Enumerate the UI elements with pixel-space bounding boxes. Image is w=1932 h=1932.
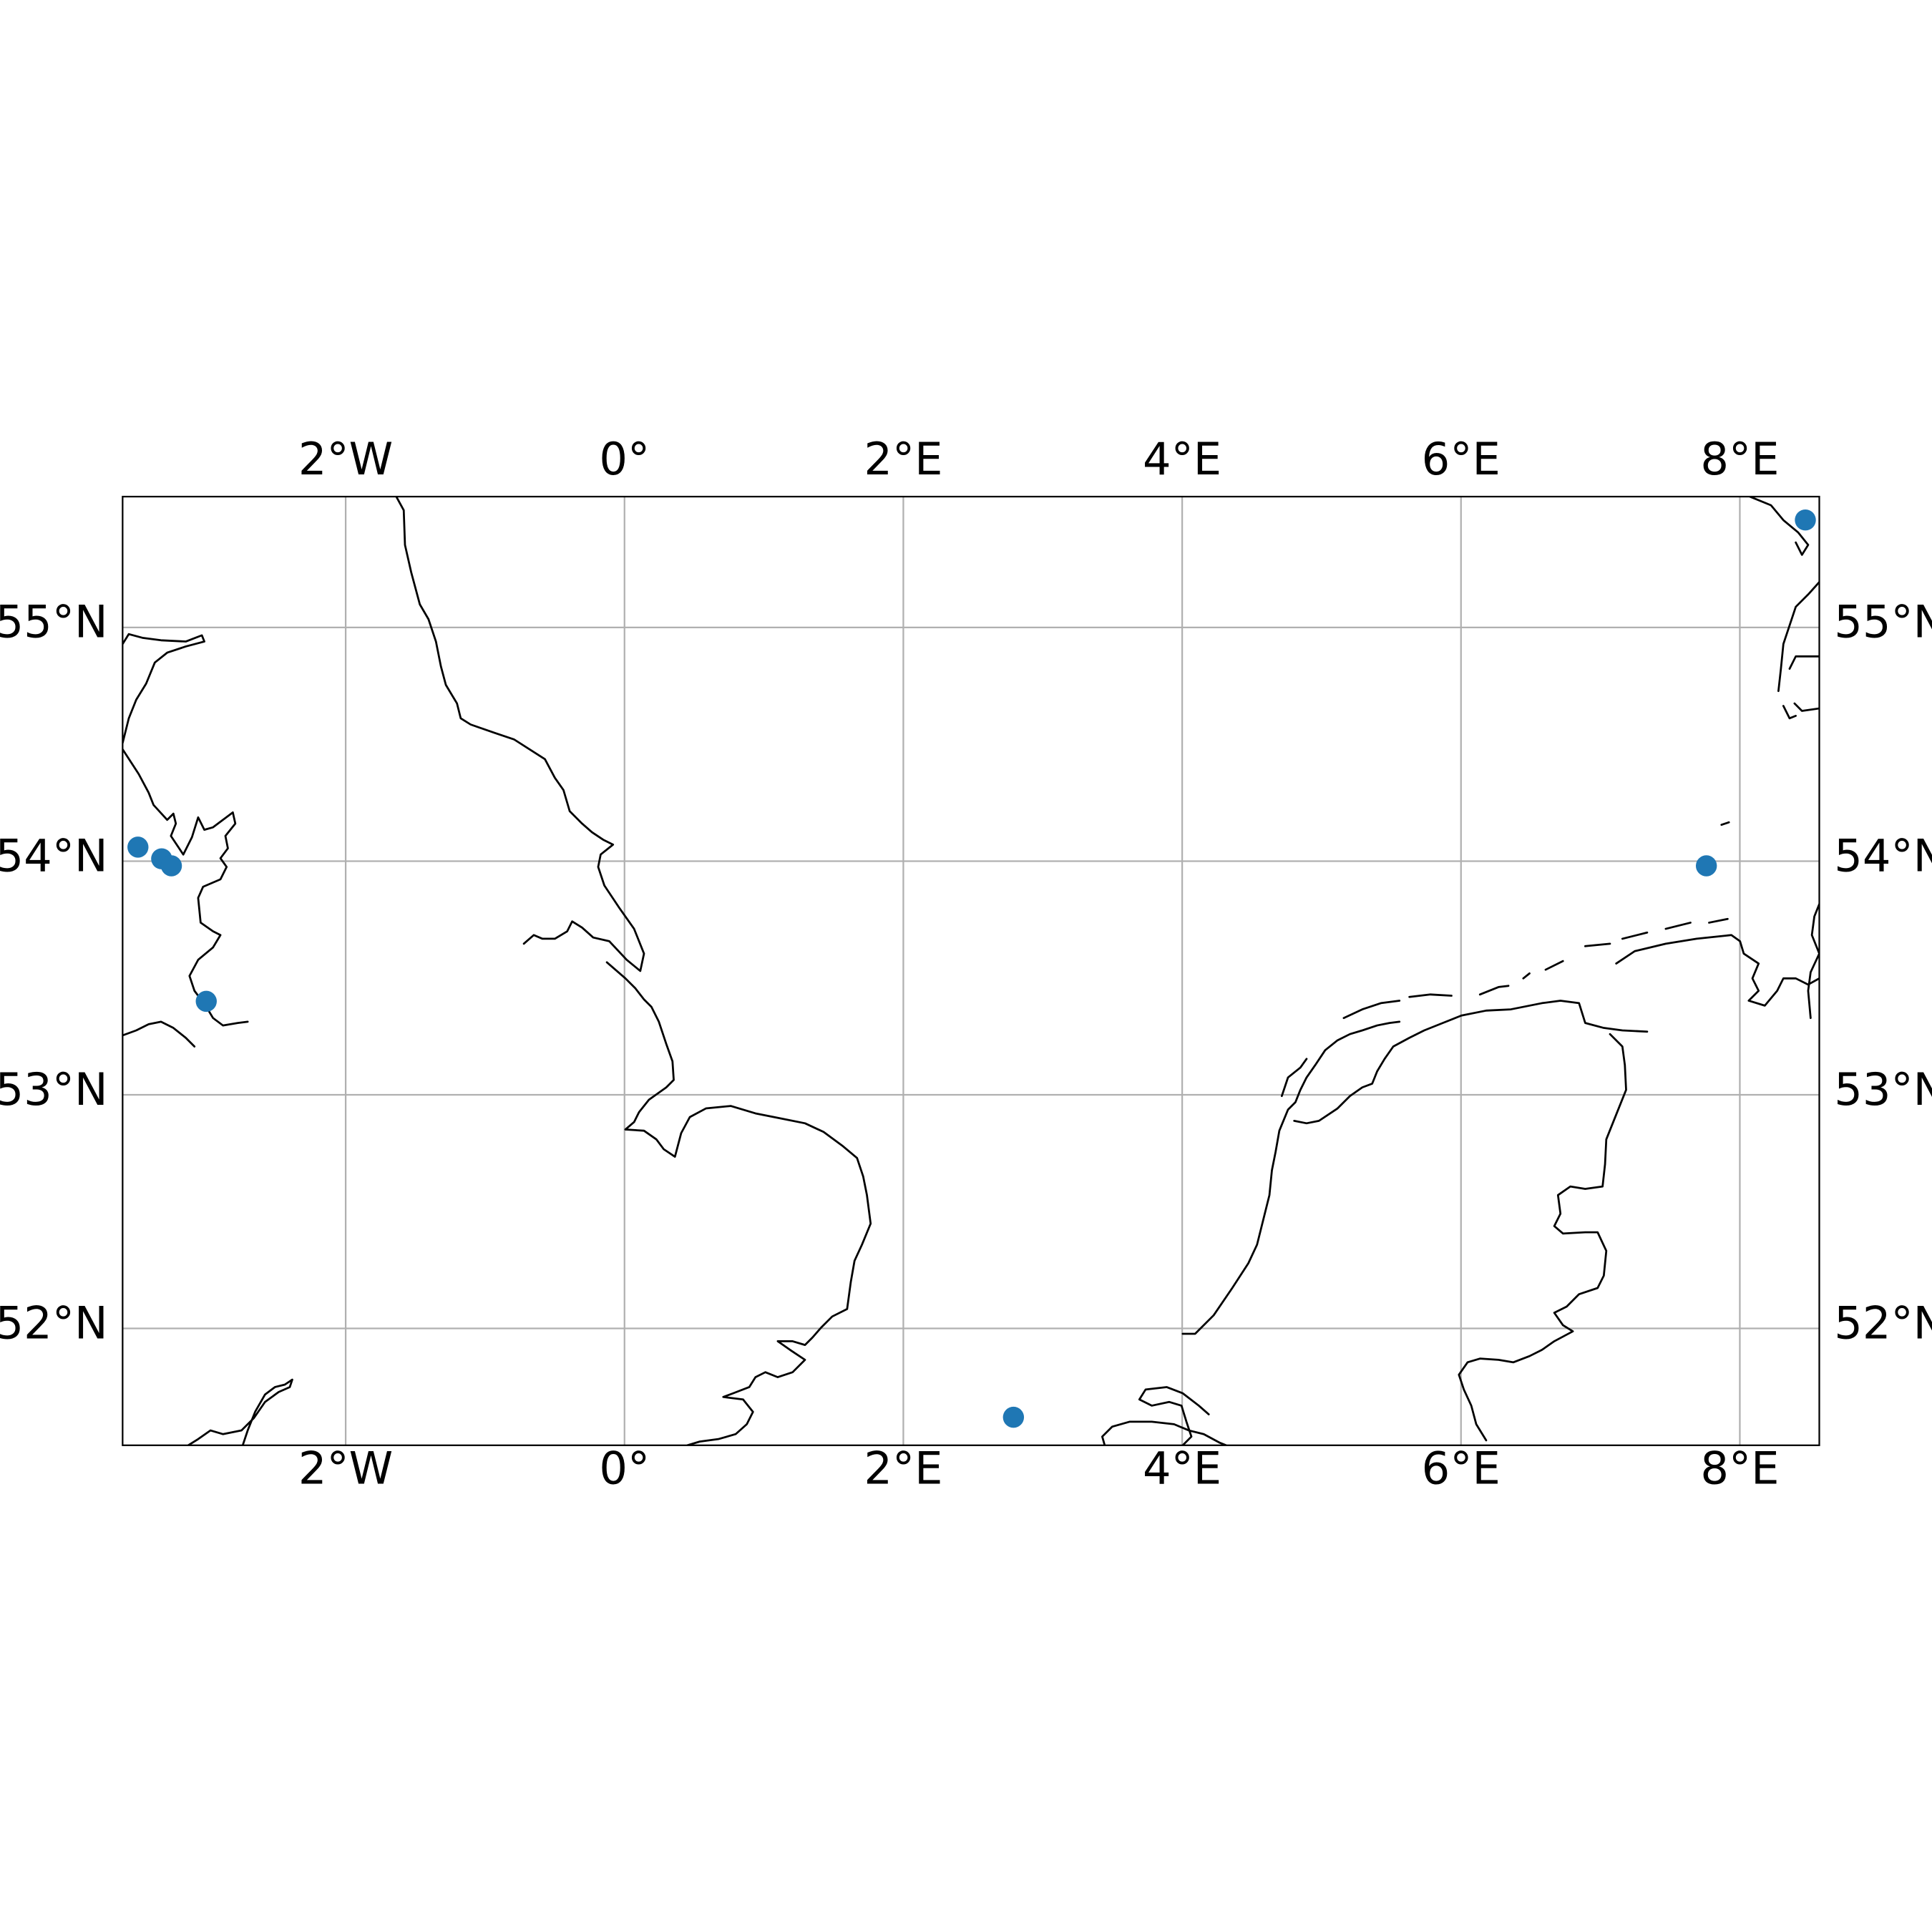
coastline-netherlands xyxy=(1101,1020,1401,1445)
lon-tick-label-top: 2°W xyxy=(298,433,393,485)
coastline-frisian-islands xyxy=(1280,917,1729,1098)
coastline-gb-east xyxy=(395,497,645,972)
lon-tick-label-top: 0° xyxy=(599,433,650,485)
scatter-point xyxy=(1795,509,1816,531)
coastline-north-holland xyxy=(1293,1000,1649,1442)
coastlines xyxy=(122,497,1820,1445)
lon-tick-label-bottom: 6°E xyxy=(1422,1442,1501,1494)
tick-labels: 2°W 2°W 0° 0° 2°E 2°E 4°E 4°E 6°E 6°E 8°E 8°E 52°N 52… xyxy=(0,433,1932,1495)
axes-frame xyxy=(122,495,1820,1446)
coastline-cumbria-lancs xyxy=(122,748,249,1027)
coastline-solway xyxy=(122,633,205,744)
lat-tick-label-right: 52°N xyxy=(1834,1297,1932,1349)
lat-tick-label-left: 55°N xyxy=(0,596,108,648)
gridlines xyxy=(122,497,1820,1445)
scatter-point xyxy=(1695,855,1717,877)
coastline-east-anglia xyxy=(624,1105,872,1445)
scatter-point xyxy=(1002,1406,1025,1428)
lat-tick-label-right: 55°N xyxy=(1834,596,1932,648)
lon-tick-label-top: 2°E xyxy=(864,433,942,485)
coastline-wales-south xyxy=(187,1378,293,1445)
lon-tick-label-bottom: 8°E xyxy=(1700,1442,1779,1494)
lat-tick-label-left: 53°N xyxy=(0,1063,108,1116)
lon-tick-label-bottom: 4°E xyxy=(1143,1442,1221,1494)
lon-tick-label-top: 6°E xyxy=(1422,433,1501,485)
lat-tick-label-right: 53°N xyxy=(1834,1063,1932,1116)
coastline-humber-lincs xyxy=(605,961,675,1131)
coastline-germany xyxy=(1615,903,1820,1020)
coastline-north-wales xyxy=(122,1020,196,1048)
lat-tick-label-left: 52°N xyxy=(0,1297,108,1349)
lon-tick-label-top: 8°E xyxy=(1700,433,1779,485)
lat-tick-label-left: 54°N xyxy=(0,829,108,882)
lon-tick-label-top: 4°E xyxy=(1143,433,1221,485)
lon-tick-label-bottom: 2°W xyxy=(298,1442,393,1494)
lat-tick-label-right: 54°N xyxy=(1834,829,1932,882)
coastline-denmark xyxy=(1720,497,1820,826)
scatter-point xyxy=(127,836,149,858)
lon-tick-label-bottom: 0° xyxy=(599,1442,650,1494)
scatter-point xyxy=(160,855,182,877)
lon-tick-label-bottom: 2°E xyxy=(864,1442,942,1494)
scatter-point xyxy=(195,990,217,1013)
scatter-points xyxy=(127,509,1816,1428)
